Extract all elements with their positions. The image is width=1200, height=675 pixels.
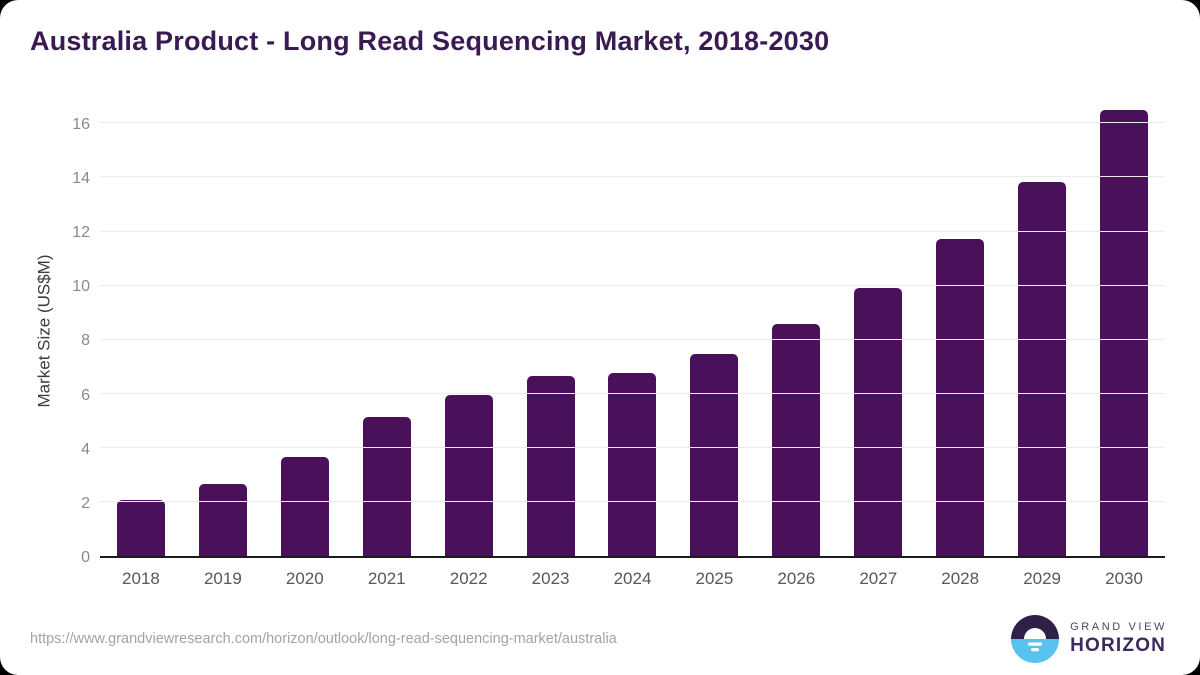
y-tick-0: 0	[81, 549, 90, 566]
chart-title: Australia Product - Long Read Sequencing…	[30, 26, 830, 56]
gridline-y-6	[100, 393, 1165, 394]
gridline-y-12	[100, 230, 1165, 232]
bar-2026	[772, 324, 821, 556]
bar-2022	[444, 394, 493, 556]
y-tick-12: 12	[72, 224, 90, 241]
gridline-y-8	[100, 338, 1165, 340]
x-label-2029: 2029	[1023, 569, 1062, 588]
logo-text: GRAND VIEW HORIZON	[1070, 621, 1167, 657]
bar-slot-2026	[755, 103, 837, 556]
bar-2025	[690, 354, 739, 556]
bar-2023	[526, 375, 575, 556]
x-label-2022: 2022	[449, 569, 488, 588]
bar-2030	[1100, 110, 1149, 556]
x-label-2025: 2025	[695, 569, 734, 588]
bars-container	[100, 103, 1165, 556]
y-axis-ticks: 0 2 4 6 8 10 12 14 16	[60, 103, 100, 566]
gridline-y-16	[100, 122, 1165, 124]
gridline-y-14	[100, 176, 1165, 178]
bar-slot-2024	[592, 103, 674, 556]
chart-area: Market Size (US$M) 0 2 4 6 8 10 12 14 16	[30, 103, 1165, 566]
bar-slot-2021	[346, 103, 428, 556]
x-label-2024: 2024	[613, 569, 652, 588]
y-axis-title: Market Size (US$M)	[30, 103, 60, 558]
y-tick-2: 2	[81, 494, 90, 512]
bar-slot-2020	[264, 103, 346, 556]
bar-slot-2022	[428, 103, 510, 556]
x-label-2027: 2027	[859, 569, 898, 588]
bar-2020	[280, 457, 329, 556]
y-tick-10: 10	[72, 278, 90, 296]
bar-slot-2028	[919, 103, 1001, 556]
footer: https://www.grandviewresearch.com/horizo…	[30, 613, 1167, 665]
bar-slot-2018	[100, 103, 182, 556]
source-url: https://www.grandviewresearch.com/horizo…	[30, 631, 617, 647]
gridline-y-10	[100, 284, 1165, 286]
plot-area	[100, 103, 1165, 558]
x-axis-labels: 2018 2019 2020 2021 2022 2023 2024 2025 2026 2027…	[100, 569, 1165, 589]
x-label-2023: 2023	[531, 569, 570, 588]
y-tick-16: 16	[72, 115, 90, 133]
y-axis-title-text: Market Size (US$M)	[35, 253, 54, 408]
x-label-2018: 2018	[122, 569, 160, 588]
bar-slot-2019	[182, 103, 264, 556]
bar-2018	[116, 500, 165, 556]
bar-slot-2027	[837, 103, 919, 556]
y-tick-14: 14	[72, 169, 90, 187]
x-label-2021: 2021	[367, 569, 406, 588]
gridline-y-4	[100, 447, 1165, 449]
bar-2024	[608, 373, 657, 556]
horizon-logo-icon	[1011, 615, 1060, 663]
bar-2029	[1018, 182, 1067, 556]
y-tick-8: 8	[81, 332, 90, 350]
y-tick-4: 4	[81, 440, 90, 458]
bar-2021	[362, 416, 411, 556]
bar-2019	[198, 484, 247, 556]
bar-2028	[936, 239, 985, 556]
bar-slot-2025	[673, 103, 755, 556]
x-label-2020: 2020	[285, 569, 324, 588]
bar-slot-2030	[1083, 103, 1165, 556]
logo-line-horizon: HORIZON	[1070, 635, 1167, 656]
x-label-2019: 2019	[203, 569, 242, 588]
logo-line-grand-view: GRAND VIEW	[1070, 621, 1167, 633]
bar-2027	[854, 287, 903, 556]
x-label-2030: 2030	[1105, 569, 1143, 588]
x-label-2028: 2028	[941, 569, 980, 588]
grand-view-horizon-logo: GRAND VIEW HORIZON	[1011, 615, 1167, 663]
bar-slot-2023	[510, 103, 592, 556]
bar-slot-2029	[1001, 103, 1083, 556]
y-tick-6: 6	[81, 386, 90, 404]
x-label-2026: 2026	[777, 569, 816, 588]
gridline-y-2	[100, 501, 1165, 503]
